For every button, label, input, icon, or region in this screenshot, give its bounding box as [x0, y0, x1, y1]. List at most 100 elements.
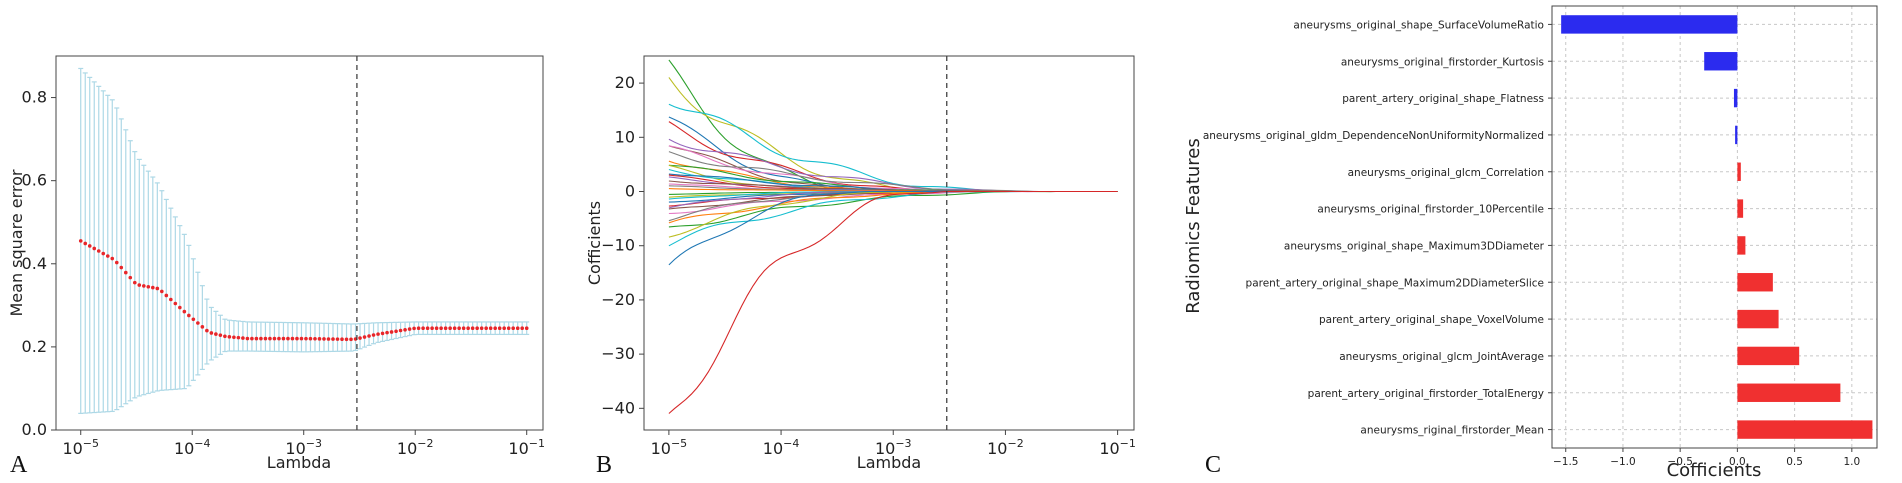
mean-point: [493, 326, 497, 330]
x-tick-label: 10−4: [763, 437, 800, 458]
mean-point: [250, 336, 254, 341]
mean-point: [268, 336, 272, 341]
y-tick-label: −30: [601, 344, 635, 363]
panel-b-axes: 10−5 10−4 10−3 10−2 10−1 −40 −30 −20 −10 0 10 20: [601, 73, 1136, 458]
mean-point: [398, 328, 403, 333]
mean-point: [241, 336, 245, 340]
mean-point: [214, 332, 218, 336]
mean-point: [137, 283, 142, 287]
x-tick-label: 10−1: [508, 437, 545, 458]
feature-label: aneurysms_original_shape_SurfaceVolumeRa…: [1293, 19, 1544, 31]
feature-bar: [1737, 383, 1841, 402]
feature-bar: [1735, 125, 1738, 145]
panel-a-plot-area: [78, 56, 530, 430]
coef-path: [668, 190, 1118, 266]
mean-point: [304, 336, 308, 341]
coef-path: [668, 190, 1118, 238]
mean-point: [358, 336, 362, 340]
mean-point: [132, 280, 137, 285]
mean-point: [349, 337, 353, 342]
mean-point: [160, 289, 164, 294]
panel-b-coef-path-chart: 10−5 10−4 10−3 10−2 10−1 −40 −30 −20 −10 0 10 20 La…: [585, 55, 1136, 478]
x-tick-label: 10−1: [1099, 437, 1136, 458]
mean-point: [92, 246, 97, 251]
feature-bar: [1561, 15, 1738, 34]
mean-point: [331, 337, 335, 341]
mean-point: [114, 260, 119, 265]
panel-c-axes: aneurysms_original_shape_SurfaceVolumeRa…: [1203, 19, 1860, 468]
y-tick-label: 0.2: [22, 337, 47, 356]
y-tick-label: −10: [601, 236, 635, 255]
mean-point: [286, 336, 290, 341]
x-tick-label: 1.0: [1843, 456, 1860, 468]
mean-point: [457, 326, 461, 330]
feature-bar: [1737, 420, 1873, 439]
y-tick-label: −40: [601, 398, 635, 417]
mean-point: [128, 275, 133, 280]
panel-a-mse-chart: 10−5 10−4 10−3 10−2 10−1 0.0 0.2 0.4 0.6 0.8 Lamb…: [7, 55, 545, 478]
mean-point: [272, 336, 277, 341]
mean-point: [259, 336, 263, 341]
mean-point: [196, 321, 200, 325]
mean-point: [78, 239, 83, 243]
feature-label: parent_artery_original_shape_Maximum2DDi…: [1246, 277, 1544, 289]
mean-point: [263, 336, 268, 341]
mean-point: [245, 336, 250, 341]
mean-point: [506, 326, 511, 330]
mean-point: [101, 251, 106, 256]
mean-point: [362, 335, 367, 339]
mean-point: [484, 326, 488, 330]
mean-point: [434, 326, 439, 330]
feature-label: parent_artery_original_firstorder_TotalE…: [1308, 388, 1544, 400]
mean-point: [371, 333, 376, 337]
feature-label: aneurysms_original_firstorder_10Percenti…: [1317, 204, 1544, 216]
x-tick-label: 10−3: [875, 437, 912, 458]
feature-label: aneurysms_original_gldm_DependenceNonUni…: [1203, 130, 1544, 142]
panel-b-xlabel: Lambda: [857, 453, 921, 472]
feature-bar: [1737, 309, 1779, 329]
mean-point: [205, 328, 209, 333]
panel-a-ylabel: Mean square error: [7, 169, 26, 316]
mean-point: [191, 317, 196, 322]
mean-point: [317, 337, 322, 341]
mean-point: [200, 325, 205, 329]
mean-point: [254, 336, 259, 341]
x-tick-label: −1.5: [1553, 456, 1579, 468]
mean-point: [470, 326, 475, 330]
panel-a-axes: 10−5 10−4 10−3 10−2 10−1 0.0 0.2 0.4 0.6 0.8: [22, 88, 545, 458]
mean-point: [340, 337, 344, 342]
feature-label: aneurysms_riginal_firstorder_Mean: [1360, 425, 1544, 437]
mean-point: [479, 326, 484, 330]
mean-point: [524, 326, 529, 330]
x-tick-label: −0.5: [1667, 456, 1693, 468]
panel-c-feature-bar-chart: aneurysms_original_shape_SurfaceVolumeRa…: [1183, 5, 1878, 481]
feature-label: aneurysms_original_shape_Maximum3DDiamet…: [1284, 240, 1545, 252]
mean-point: [164, 293, 169, 298]
mean-point: [236, 335, 241, 340]
mean-point: [232, 335, 236, 340]
mean-point: [394, 329, 398, 334]
mean-point: [178, 305, 182, 310]
mean-point: [497, 326, 502, 330]
mean-point: [430, 326, 434, 330]
mean-point: [421, 326, 425, 330]
mean-point: [344, 337, 349, 342]
feature-label: aneurysms_original_glcm_Correlation: [1348, 167, 1544, 179]
x-tick-label: 10−2: [987, 437, 1024, 458]
mean-point: [142, 284, 146, 288]
panel-b-frame: [643, 55, 1135, 431]
panel-b-letter: B: [596, 452, 612, 478]
feature-bar: [1737, 273, 1773, 292]
mean-point: [376, 332, 380, 336]
panel-c-frame: [1551, 5, 1878, 449]
mean-point: [443, 326, 448, 330]
mean-point: [502, 326, 506, 330]
feature-bar: [1737, 346, 1800, 366]
mean-point: [326, 337, 331, 341]
x-tick-label: 10−2: [397, 437, 434, 458]
mean-point: [403, 328, 407, 332]
mean-point: [151, 285, 155, 290]
mean-point: [439, 326, 443, 330]
mean-point: [218, 333, 223, 337]
mean-point: [182, 309, 187, 314]
